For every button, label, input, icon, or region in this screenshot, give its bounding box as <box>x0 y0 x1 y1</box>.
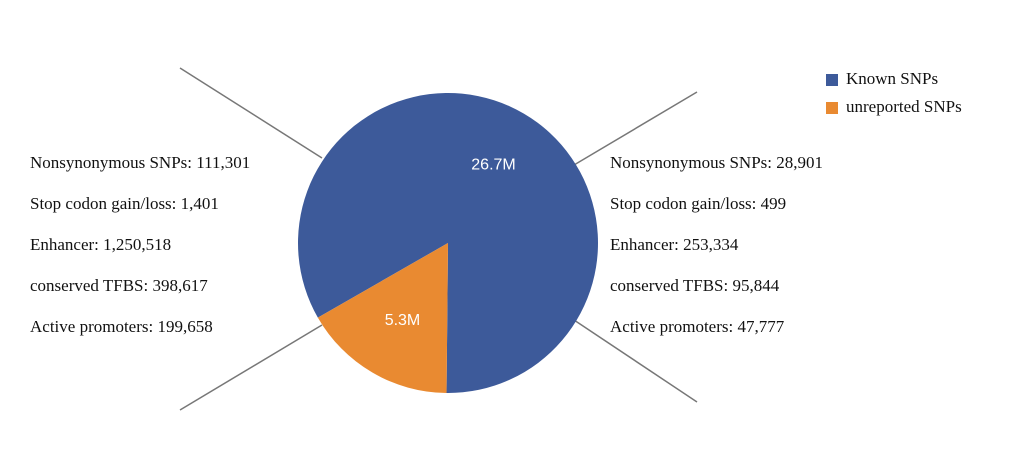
legend-label: unreported SNPs <box>846 97 962 116</box>
annotation: Nonsynonymous SNPs: 28,901 <box>610 153 823 172</box>
value-label: 5.3M <box>385 312 421 329</box>
annotation: conserved TFBS: 398,617 <box>30 276 208 295</box>
annotation: Enhancer: 1,250,518 <box>30 235 171 254</box>
annotation: Active promoters: 199,658 <box>30 317 213 336</box>
leader-line <box>573 319 698 403</box>
legend-label: Known SNPs <box>846 69 938 88</box>
leader-line <box>179 324 323 411</box>
legend-swatch <box>826 74 838 86</box>
value-label: 26.7M <box>471 157 515 174</box>
annotation: Stop codon gain/loss: 499 <box>610 194 786 213</box>
pie-slice <box>298 93 599 394</box>
pie-slice <box>317 243 448 393</box>
annotation: Nonsynonymous SNPs: 111,301 <box>30 153 250 172</box>
annotation: Active promoters: 47,777 <box>610 317 785 336</box>
leader-line <box>179 67 323 159</box>
legend-swatch <box>826 102 838 114</box>
leader-line <box>573 91 698 166</box>
annotation: Enhancer: 253,334 <box>610 235 739 254</box>
annotation: conserved TFBS: 95,844 <box>610 276 780 295</box>
annotation: Stop codon gain/loss: 1,401 <box>30 194 219 213</box>
